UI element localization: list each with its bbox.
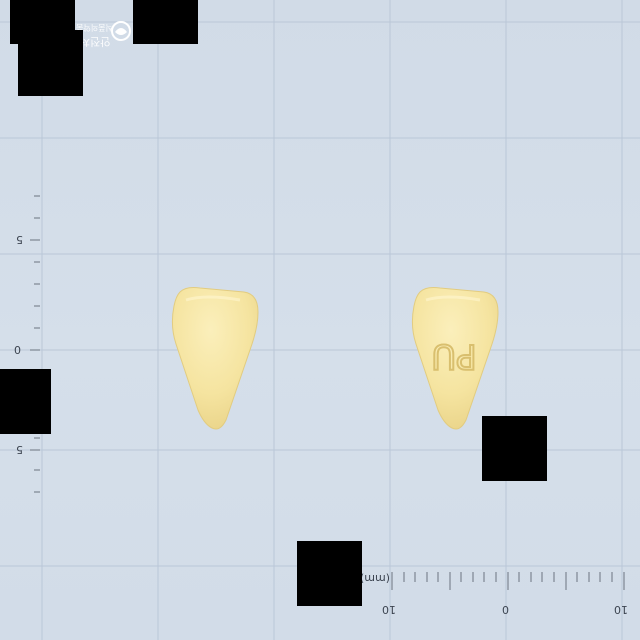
left-ruler-label-top: 5: [16, 233, 23, 246]
pill-imprint: PU: [431, 336, 476, 376]
bottom-ruler-ticks: [391, 572, 625, 590]
bottom-ruler-label-right: 10: [614, 603, 628, 616]
redaction-box: [0, 369, 51, 434]
bottom-ruler-label-left: 10: [382, 603, 396, 616]
left-ruler-ticks: [30, 195, 40, 493]
bottom-ruler-unit: (mm): [360, 572, 391, 585]
left-ruler-label-middle: 0: [14, 343, 21, 356]
redaction-box: [18, 30, 83, 96]
watermark-line2: 안전처: [80, 35, 111, 48]
redaction-box: [297, 541, 362, 606]
redaction-box: [482, 416, 547, 481]
left-ruler-label-bottom: 5: [16, 443, 23, 456]
pill-back: PU: [411, 287, 499, 430]
pill-front: [171, 287, 259, 430]
bottom-ruler-label-center: 0: [502, 603, 509, 616]
agency-logo-icon: [111, 21, 131, 41]
redaction-box: [133, 0, 198, 44]
agency-watermark: 식품의약품 안전처: [76, 20, 136, 54]
